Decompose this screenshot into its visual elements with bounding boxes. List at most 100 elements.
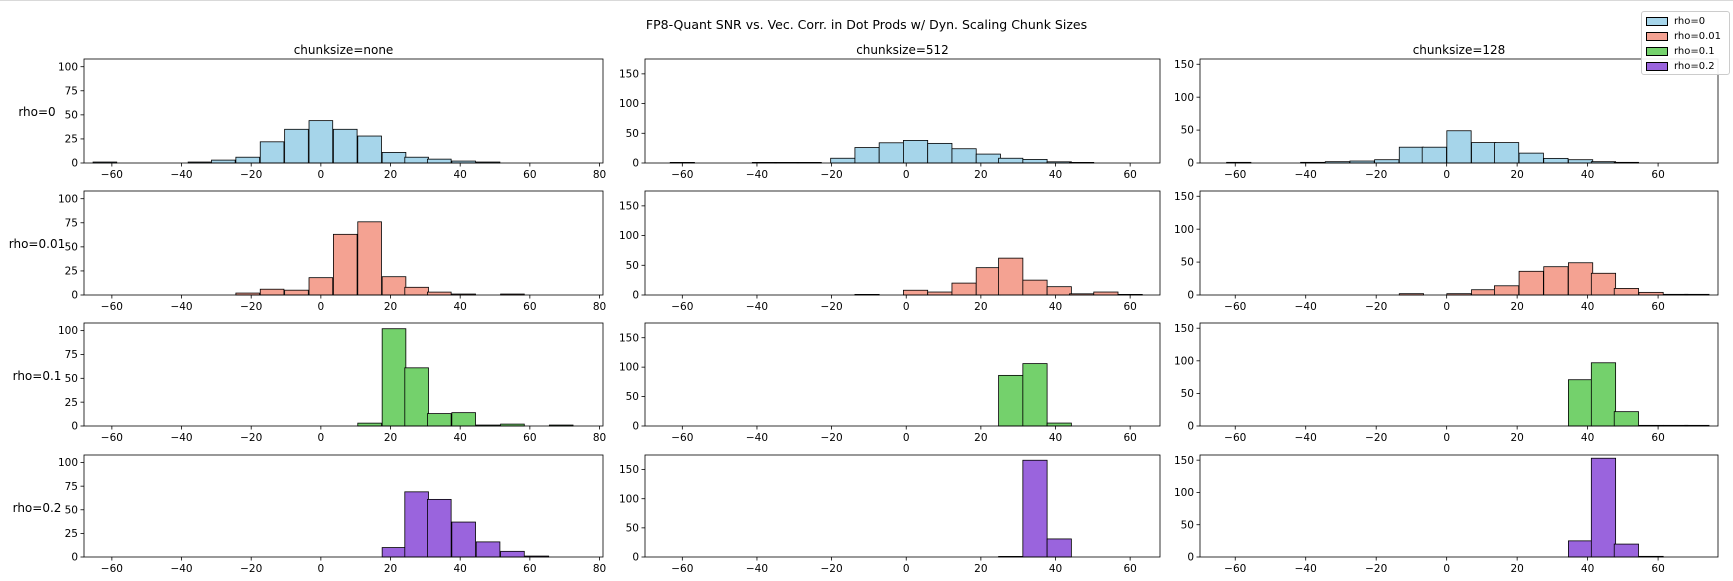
x-tick-label: 40 (1581, 432, 1594, 444)
y-tick-label: 100 (58, 193, 78, 205)
histogram-bar (1613, 288, 1639, 296)
x-tick-label: −40 (1295, 563, 1317, 575)
axes-frame (83, 190, 604, 296)
y-tick-label: 150 (619, 464, 639, 476)
x-tick-label: 80 (593, 301, 606, 313)
subplot-r3-c2: −60 −40 −20 0 20 40 60 0 50 100 150 (1174, 454, 1719, 575)
y-tick-label: 0 (632, 421, 639, 433)
subplot-title: chunksize=none (294, 43, 394, 57)
histogram-bar (903, 289, 929, 296)
x-tick-label: −40 (746, 563, 768, 575)
histogram-bar (1613, 543, 1639, 558)
y-tick-label: 100 (58, 325, 78, 337)
x-tick-label: 40 (1581, 169, 1594, 181)
histogram-bar (1046, 422, 1072, 427)
x-tick-label: 60 (523, 432, 536, 444)
x-tick-label: −60 (1224, 169, 1246, 181)
subplot-r2-c1: −60 −40 −20 0 20 40 60 0 50 100 150 (619, 322, 1161, 444)
histogram-bar (1568, 262, 1594, 296)
x-tick-label: 20 (1510, 432, 1523, 444)
histogram-bar (1518, 270, 1544, 296)
histogram-bar (1022, 363, 1048, 427)
row-label: rho=0.2 (13, 501, 62, 515)
subplot-r2-c2: −60 −40 −20 0 20 40 60 0 50 100 150 (1174, 322, 1719, 444)
subplot-title: chunksize=128 (1413, 43, 1506, 57)
histogram-bar (1022, 159, 1048, 164)
histogram-bar (357, 221, 382, 296)
x-tick-label: 60 (1123, 169, 1136, 181)
x-tick-label: 20 (1510, 301, 1523, 313)
x-tick-label: −20 (240, 563, 262, 575)
histogram-bar (381, 328, 407, 427)
x-tick-label: −40 (170, 169, 192, 181)
histogram-bar (1471, 289, 1497, 296)
y-tick-label: 50 (1181, 519, 1194, 531)
x-tick-label: 60 (523, 563, 536, 575)
subplot-r0-c0: −60 −40 −20 0 20 40 60 80 0 25 50 75 100 chunksize=no… (18, 43, 606, 181)
axes-frame (644, 58, 1161, 164)
histogram-bar (427, 158, 452, 164)
y-tick-label: 25 (65, 528, 78, 540)
y-tick-label: 50 (626, 391, 639, 403)
x-tick-label: −20 (1365, 301, 1387, 313)
histogram-bar (357, 422, 382, 427)
x-tick-label: 0 (318, 301, 325, 313)
histogram-bar (1046, 286, 1072, 296)
x-tick-label: 0 (903, 169, 910, 181)
x-tick-label: 40 (1049, 169, 1062, 181)
histogram-bar (1568, 159, 1594, 164)
x-tick-label: 40 (1049, 301, 1062, 313)
x-tick-label: −40 (1295, 301, 1317, 313)
histogram-bar (998, 374, 1024, 427)
histogram-bar (927, 291, 953, 296)
x-tick-label: −20 (1365, 432, 1387, 444)
x-tick-label: −40 (746, 432, 768, 444)
histogram-bar (1446, 130, 1472, 164)
y-tick-label: 25 (65, 397, 78, 409)
x-tick-label: 80 (593, 563, 606, 575)
histogram-bar (332, 233, 358, 296)
x-tick-label: −20 (240, 169, 262, 181)
axes-frame (83, 322, 604, 427)
histogram-bar (308, 120, 334, 164)
y-tick-label: 0 (1187, 158, 1194, 170)
subplot-r1-c2: −60 −40 −20 0 20 40 60 0 50 100 150 (1174, 190, 1719, 313)
y-tick-label: 100 (1174, 487, 1194, 499)
y-tick-label: 50 (1181, 257, 1194, 269)
histogram-bar (1374, 159, 1400, 164)
histogram-bar (975, 267, 1001, 296)
subplot-r3-c1: −60 −40 −20 0 20 40 60 0 50 100 150 (619, 454, 1161, 575)
y-tick-label: 150 (1174, 59, 1194, 71)
histogram-bar (927, 142, 953, 164)
x-tick-label: 0 (903, 301, 910, 313)
histogram-bar (1471, 142, 1497, 164)
histogram-bar (1494, 285, 1520, 296)
histogram-bar (1093, 291, 1119, 296)
x-tick-label: −60 (101, 301, 123, 313)
y-tick-label: 50 (65, 373, 78, 385)
y-tick-label: 0 (632, 290, 639, 302)
legend-item-rho-0.1: rho=0.1 (1646, 45, 1715, 58)
histogram-bar (903, 140, 929, 164)
x-tick-label: 20 (974, 169, 987, 181)
histogram-bar (1543, 266, 1569, 296)
x-tick-label: 20 (974, 432, 987, 444)
axes-frame (644, 322, 1161, 427)
histogram-bar (500, 550, 525, 558)
x-tick-label: 40 (1049, 563, 1062, 575)
histogram-bar (854, 147, 880, 164)
y-tick-label: 50 (65, 504, 78, 516)
subplot-r0-c1: −60 −40 −20 0 20 40 60 0 50 100 150 chunksize=512 (619, 43, 1161, 181)
x-tick-label: −60 (671, 563, 693, 575)
x-tick-label: 60 (1651, 432, 1664, 444)
x-tick-label: −20 (821, 301, 843, 313)
x-tick-label: 0 (1443, 301, 1450, 313)
histogram-bar (1590, 362, 1617, 427)
histogram-bar (1046, 538, 1072, 558)
histogram-bar (427, 413, 452, 427)
x-tick-label: −60 (101, 563, 123, 575)
x-tick-label: 80 (593, 432, 606, 444)
x-tick-label: −20 (240, 301, 262, 313)
legend-item-rho-0.2: rho=0.2 (1646, 60, 1715, 73)
axes-frame (83, 454, 604, 558)
